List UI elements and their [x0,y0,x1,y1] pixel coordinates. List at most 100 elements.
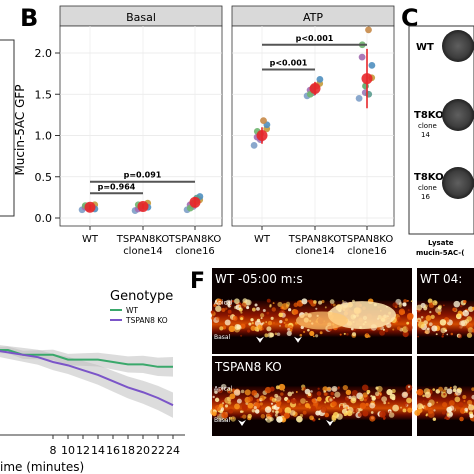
fluorescence-speckle [336,413,343,420]
fluorescence-speckle [279,324,281,327]
fluorescence-speckle [402,331,409,338]
fluorescence-speckle [278,383,286,391]
fluorescence-speckle [307,299,310,303]
fluorescence-speckle [301,298,308,305]
fluorescence-speckle [458,402,464,408]
y-axis-label: Mucin-5AC GFP [13,84,27,175]
fluorescence-speckle [444,386,448,391]
fluorescence-speckle [398,304,402,308]
fluorescence-speckle [232,315,238,321]
fluorescence-speckle [333,396,335,399]
fluorescence-speckle [365,402,369,407]
frame-label: WT -05:00 m:s [215,272,303,286]
mean-point [361,73,373,85]
arrowhead-icon [238,420,246,426]
fluorescence-speckle [337,387,340,390]
x-tick-label: TSPAN8KO [288,234,342,245]
data-point [355,94,363,102]
fluorescence-speckle [388,410,391,414]
fluorescence-speckle [279,319,283,324]
fluorescence-speckle [282,389,285,392]
fluorescence-speckle [384,328,389,333]
fluorescence-speckle [362,410,369,417]
fluorescence-speckle [259,328,262,331]
fluorescence-speckle [250,325,256,331]
data-point [250,142,258,149]
fluorescence-speckle [247,396,254,402]
fluorescence-speckle [256,306,260,311]
x-tick-label: TSPAN8KO [340,234,394,245]
fluorescence-speckle [449,400,455,406]
fluorescence-speckle [331,385,338,392]
fluorescence-speckle [224,319,231,326]
fluorescence-speckle [402,408,407,413]
fluorescence-speckle [400,406,402,409]
panel-c-label: C [401,4,419,32]
fluorescence-speckle [407,407,413,413]
fluorescence-speckle [395,402,398,405]
fluorescence-speckle [309,415,314,421]
fluorescence-speckle [410,300,413,303]
fluorescence-speckle [234,298,240,305]
c-row2-line1: T8KO [414,110,444,121]
fluorescence-speckle [300,398,306,404]
fluorescence-speckle [450,332,454,336]
fluorescence-speckle [299,300,302,303]
fluorescence-speckle [439,319,447,326]
fluorescence-speckle [453,300,461,308]
fluorescence-speckle [443,304,445,307]
fluorescence-speckle [269,386,275,392]
facet-title: ATP [303,11,323,24]
fluorescence-speckle [315,307,318,310]
fluorescence-speckle [214,390,218,394]
fluorescence-speckle [259,402,263,406]
fluorescence-speckle [425,414,428,417]
fluorescence-speckle [219,403,224,408]
fluorescence-speckle [275,410,279,414]
fluorescence-speckle [440,391,444,394]
fluorescence-speckle [245,323,249,327]
fluorescence-speckle [302,386,306,391]
fluorescence-speckle [453,308,457,311]
fluorescence-speckle [260,317,263,320]
fluorescence-speckle [232,417,235,420]
fluorescence-speckle [286,399,291,403]
fluorescence-speckle [323,392,328,396]
fluorescence-speckle [266,311,270,315]
fluorescence-speckle [346,408,349,411]
fluorescence-speckle [227,309,232,314]
fluorescence-speckle [256,398,260,402]
fluorescence-speckle [391,388,396,394]
c-row3-line3: 16 [421,193,430,201]
mean-point [137,200,149,212]
p-value-label: p<0.001 [270,59,308,68]
fluorescence-speckle [403,402,408,407]
fluorescence-speckle [334,391,341,398]
fluorescence-speckle [224,418,226,421]
fluorescence-speckle [339,333,342,336]
fluorescence-speckle [443,393,446,396]
fluorescence-speckle [210,310,214,314]
fluorescence-speckle [309,330,315,336]
fluorescence-speckle [416,388,424,396]
fluorescence-speckle [435,333,438,336]
fluorescence-speckle [423,306,428,311]
fluorescence-speckle [275,395,282,402]
fluorescence-speckle [305,400,308,403]
fluorescence-speckle [240,311,243,314]
fluorescence-speckle [290,398,297,405]
fluorescence-speckle [369,415,376,422]
fluorescence-speckle [468,403,471,407]
c-row2-line2: clone [418,122,437,130]
fluorescence-speckle [379,329,385,336]
fluorescence-speckle [264,386,272,394]
dot-blot-clone16 [442,167,474,199]
x-tick-label: 14 [91,444,105,457]
fluorescence-speckle [251,390,258,396]
confidence-ribbon [0,345,173,418]
fluorescence-speckle [319,331,323,335]
x-tick-label: 22 [151,444,165,457]
data-point [316,76,324,83]
fluorescence-speckle [457,334,463,339]
fluorescence-speckle [286,330,292,337]
